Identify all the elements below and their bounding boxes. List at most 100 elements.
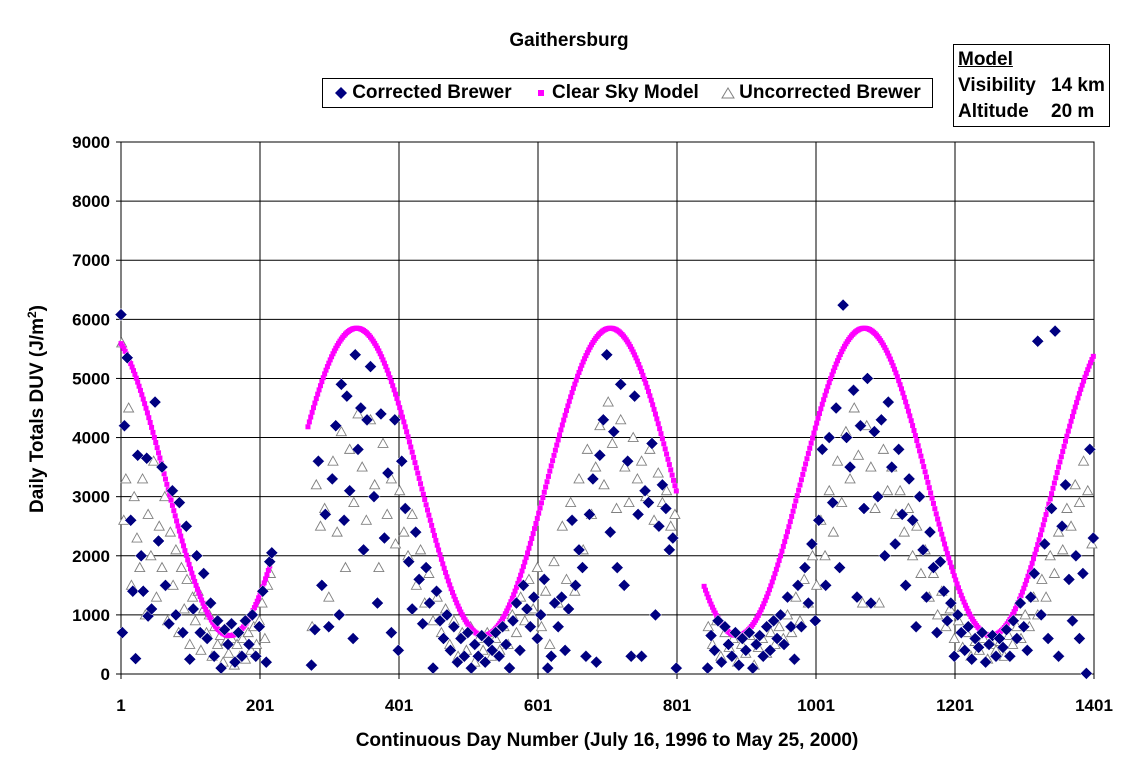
clear-sky-model-point [422, 497, 428, 503]
clear-sky-model-point [579, 362, 585, 368]
clear-sky-model-point [316, 387, 322, 393]
clear-sky-model-point [1036, 537, 1042, 543]
corrected-brewer-point [204, 596, 218, 610]
clear-sky-model-point [905, 408, 911, 414]
corrected-brewer-point [391, 644, 405, 657]
clear-sky-model-point [390, 383, 396, 389]
corrected-brewer-point [777, 638, 791, 651]
clear-sky-model-point [1064, 433, 1070, 439]
corrected-brewer-point [252, 620, 266, 634]
corrected-brewer-point [656, 478, 669, 492]
corrected-brewer-point [405, 602, 419, 616]
clear-sky-model-point [561, 417, 567, 423]
clear-sky-model-point [830, 368, 836, 374]
clear-sky-model-point [647, 393, 653, 399]
corrected-brewer-point [562, 602, 575, 616]
clear-sky-model-point [315, 391, 321, 397]
corrected-brewer-point [155, 460, 169, 474]
clear-sky-model-point [563, 408, 569, 414]
clear-sky-model-point [942, 541, 948, 547]
x-tick-label: 601 [524, 696, 552, 715]
corrected-brewer-point [1007, 614, 1020, 628]
plot-border [120, 141, 1095, 675]
clear-sky-model-point [808, 440, 814, 446]
corrected-brewer-point [1027, 567, 1041, 580]
clear-sky-model-point [911, 428, 917, 434]
clear-sky-model-point [1012, 606, 1018, 612]
clear-sky-model-point [383, 364, 389, 370]
clear-sky-model-point [823, 388, 829, 394]
clear-sky-model-point [944, 551, 950, 557]
uncorrected-brewer-point [810, 579, 823, 590]
clear-sky-model-point [897, 382, 903, 388]
uncorrected-brewer-point [915, 567, 927, 578]
corrected-brewer-point [930, 626, 944, 639]
corrected-brewer-point [249, 649, 263, 663]
corrected-brewer-point [565, 513, 579, 527]
clear-sky-model-point [544, 479, 550, 485]
corrected-brewer-point [791, 578, 805, 592]
corrected-brewer-point [927, 561, 940, 574]
clear-sky-model-point [511, 592, 517, 598]
clear-sky-model-point [423, 502, 429, 508]
clear-sky-model-point [143, 405, 149, 411]
clear-sky-model-point [527, 540, 533, 546]
corrected-brewer-point [1048, 324, 1062, 338]
corrected-brewer-point [485, 644, 499, 657]
model-row-visibility: Visibility 14 km [958, 73, 1109, 99]
corrected-brewer-point [614, 378, 628, 391]
clear-sky-model-point [569, 390, 575, 396]
clear-sky-model-point [522, 559, 528, 565]
uncorrected-brewer-point [881, 484, 894, 496]
uncorrected-brewer-point [523, 573, 535, 584]
corrected-brewer-point [899, 578, 913, 592]
corrected-brewer-point [951, 608, 965, 622]
clear-sky-model-point [144, 410, 150, 416]
corrected-brewer-point [659, 502, 673, 515]
uncorrected-brewer-point [1019, 608, 1031, 620]
clear-sky-model-point [313, 396, 319, 402]
corrected-brewer-point [906, 513, 919, 527]
uncorrected-brewer-point [1048, 567, 1061, 578]
clear-sky-model-point [908, 418, 914, 424]
clear-sky-model-point [1042, 517, 1048, 523]
uncorrected-brewer-point [178, 603, 191, 614]
clear-sky-model-point [1028, 565, 1034, 571]
uncorrected-brewer-point [902, 502, 915, 513]
corrected-brewer-point [510, 596, 523, 610]
clear-sky-model-point [420, 491, 426, 497]
corrected-brewer-point [558, 644, 572, 657]
corrected-brewer-point [735, 632, 749, 645]
clear-sky-model-point [924, 474, 930, 480]
clear-sky-model-point [1032, 551, 1038, 557]
clear-sky-model-point [570, 385, 576, 391]
clear-sky-model-point [1085, 367, 1091, 373]
clear-sky-model-point [778, 553, 784, 559]
clear-sky-model-point [1011, 609, 1017, 615]
clear-sky-model-point [780, 543, 786, 549]
clear-sky-model-point [137, 387, 143, 393]
clear-sky-model-point [759, 604, 765, 610]
uncorrected-brewer-point [389, 538, 402, 549]
uncorrected-brewer-point [635, 455, 648, 466]
corrected-brewer-point [742, 626, 756, 639]
clear-sky-model-point [443, 570, 449, 576]
clear-sky-model-point [377, 351, 383, 357]
corrected-brewer-point [732, 658, 746, 672]
corrected-brewer-point [617, 578, 631, 592]
clear-sky-model-point [413, 465, 419, 471]
corrected-brewer-point [140, 451, 154, 465]
corrected-brewer-point [371, 596, 384, 610]
corrected-brewer-point [437, 632, 450, 645]
clear-sky-model-point [779, 548, 785, 554]
clear-sky-model-point [327, 357, 333, 363]
clear-sky-model-point [444, 574, 450, 580]
clear-sky-model-point [965, 608, 971, 614]
corrected-brewer-point [1062, 573, 1076, 586]
corrected-brewer-point [902, 472, 916, 486]
clear-sky-model-point [551, 452, 557, 458]
clear-sky-model-point [264, 572, 270, 578]
clear-sky-model-point [147, 420, 153, 426]
uncorrected-brewer-point [331, 526, 343, 537]
corrected-brewer-point [909, 620, 923, 634]
